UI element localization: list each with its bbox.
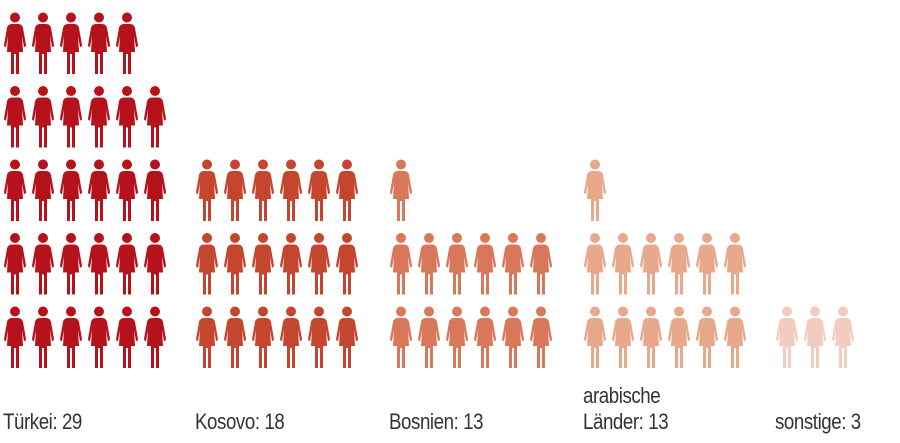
person-figure-icon (116, 12, 138, 74)
category-label: sonstige: 3 (775, 409, 861, 434)
person-figure-icon (584, 233, 606, 295)
person-figure-icon (724, 306, 746, 368)
person-figure-icon (116, 86, 138, 148)
person-figure-icon (60, 12, 82, 74)
person-figure-icon (60, 233, 82, 295)
person-figure-icon (584, 159, 606, 221)
category-group (584, 159, 746, 368)
person-figure-icon (668, 306, 690, 368)
person-figure-icon (696, 233, 718, 295)
person-figure-icon (88, 86, 110, 148)
person-figure-icon (390, 306, 412, 368)
person-figure-icon (308, 159, 330, 221)
category-label: arabische (583, 383, 661, 408)
person-figure-icon (32, 306, 54, 368)
person-figure-icon (696, 306, 718, 368)
person-figure-icon (196, 159, 218, 221)
person-figure-icon (224, 233, 246, 295)
person-figure-icon (502, 306, 524, 368)
person-figure-icon (144, 233, 166, 295)
person-figure-icon (144, 159, 166, 221)
person-figure-icon (446, 233, 468, 295)
person-figure-icon (640, 233, 662, 295)
person-figure-icon (280, 159, 302, 221)
person-figure-icon (144, 86, 166, 148)
person-figure-icon (88, 159, 110, 221)
person-figure-icon (4, 159, 26, 221)
person-figure-icon (776, 306, 798, 368)
person-figure-icon (116, 306, 138, 368)
person-figure-icon (502, 233, 524, 295)
person-figure-icon (88, 233, 110, 295)
person-figure-icon (530, 233, 552, 295)
category-label: Kosovo: 18 (195, 409, 285, 434)
person-figure-icon (252, 159, 274, 221)
person-figure-icon (144, 306, 166, 368)
person-figure-icon (252, 233, 274, 295)
person-figure-icon (640, 306, 662, 368)
person-figure-icon (224, 306, 246, 368)
category-group (776, 306, 854, 368)
person-figure-icon (4, 306, 26, 368)
person-figure-icon (804, 306, 826, 368)
person-figure-icon (336, 306, 358, 368)
person-figure-icon (832, 306, 854, 368)
person-figure-icon (252, 306, 274, 368)
person-figure-icon (390, 159, 412, 221)
category-group (196, 159, 358, 368)
person-figure-icon (60, 86, 82, 148)
person-figure-icon (446, 306, 468, 368)
category-label: Türkei: 29 (3, 409, 82, 434)
category-label: Länder: 13 (583, 409, 669, 434)
person-figure-icon (88, 306, 110, 368)
person-figure-icon (390, 233, 412, 295)
person-figure-icon (336, 233, 358, 295)
person-figure-icon (88, 12, 110, 74)
person-figure-icon (336, 159, 358, 221)
person-figure-icon (280, 233, 302, 295)
person-figure-icon (474, 233, 496, 295)
person-figure-icon (4, 12, 26, 74)
person-figure-icon (530, 306, 552, 368)
person-figure-icon (32, 233, 54, 295)
person-figure-icon (4, 86, 26, 148)
person-figure-icon (224, 159, 246, 221)
person-figure-icon (196, 306, 218, 368)
person-figure-icon (584, 306, 606, 368)
category-label: Bosnien: 13 (389, 409, 484, 434)
person-figure-icon (60, 159, 82, 221)
person-figure-icon (418, 306, 440, 368)
person-figure-icon (612, 233, 634, 295)
person-figure-icon (4, 233, 26, 295)
person-figure-icon (32, 86, 54, 148)
person-figure-icon (60, 306, 82, 368)
person-figure-icon (116, 233, 138, 295)
person-figure-icon (612, 306, 634, 368)
person-figure-icon (116, 159, 138, 221)
person-figure-icon (724, 233, 746, 295)
person-figure-icon (280, 306, 302, 368)
person-figure-icon (418, 233, 440, 295)
person-figure-icon (32, 12, 54, 74)
person-figure-icon (474, 306, 496, 368)
person-figure-icon (308, 306, 330, 368)
category-group (390, 159, 552, 368)
person-figure-icon (32, 159, 54, 221)
person-figure-icon (668, 233, 690, 295)
person-figure-icon (196, 233, 218, 295)
person-figure-icon (308, 233, 330, 295)
category-group (4, 12, 166, 368)
